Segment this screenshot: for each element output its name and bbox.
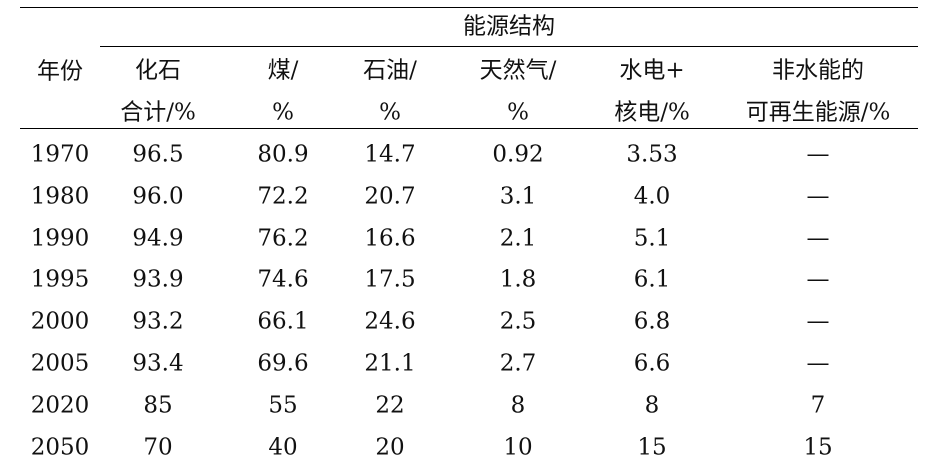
value-cell: 93.4	[132, 350, 184, 377]
column-header: %	[272, 99, 294, 126]
value-cell: 24.6	[364, 308, 416, 335]
column-header: 合计/%	[120, 99, 196, 126]
value-cell: 2.5	[499, 308, 537, 335]
year-cell: 1970	[30, 141, 90, 168]
value-cell: 96.0	[132, 183, 184, 210]
value-cell: 85	[143, 392, 173, 419]
year-cell: 2050	[30, 434, 90, 461]
column-header: 石油/	[363, 57, 417, 84]
column-header: 可再生能源/%	[745, 99, 891, 126]
value-cell: 80.9	[257, 141, 309, 168]
group-rule	[100, 46, 918, 47]
value-cell: —	[806, 225, 830, 252]
column-header: 核电/%	[614, 99, 690, 126]
value-cell: 15	[637, 434, 667, 461]
value-cell: 16.6	[364, 225, 416, 252]
value-cell: —	[806, 308, 830, 335]
value-cell: 2.7	[499, 350, 537, 377]
column-header: 非水能的	[772, 57, 864, 84]
value-cell: 70	[143, 434, 173, 461]
group-header: 能源结构	[463, 13, 555, 40]
column-header: %	[379, 99, 401, 126]
value-cell: 10	[503, 434, 533, 461]
year-cell: 2005	[30, 350, 90, 377]
value-cell: 15	[803, 434, 833, 461]
value-cell: 93.2	[132, 308, 184, 335]
column-header: %	[507, 99, 529, 126]
value-cell: 22	[375, 392, 405, 419]
year-cell: 1980	[30, 183, 90, 210]
value-cell: 40	[268, 434, 298, 461]
value-cell: 21.1	[364, 350, 416, 377]
year-header: 年份	[37, 58, 83, 85]
value-cell: 55	[268, 392, 298, 419]
value-cell: 20.7	[364, 183, 416, 210]
value-cell: —	[806, 350, 830, 377]
year-cell: 1995	[30, 266, 90, 293]
value-cell: 20	[375, 434, 405, 461]
column-header: 煤/	[267, 57, 299, 84]
column-header: 天然气/	[479, 57, 557, 84]
value-cell: 96.5	[132, 141, 184, 168]
value-cell: 4.0	[633, 183, 671, 210]
column-header: 化石	[135, 57, 181, 84]
value-cell: 1.8	[499, 266, 537, 293]
value-cell: 72.2	[257, 183, 309, 210]
value-cell: 6.6	[633, 350, 671, 377]
value-cell: 93.9	[132, 266, 184, 293]
top-rule	[20, 7, 918, 8]
header-rule	[20, 128, 918, 129]
value-cell: 14.7	[364, 141, 416, 168]
value-cell: 8	[510, 392, 526, 419]
value-cell: 0.92	[492, 141, 544, 168]
value-cell: 74.6	[257, 266, 309, 293]
value-cell: —	[806, 183, 830, 210]
value-cell: 3.53	[626, 141, 678, 168]
column-header: 水电+	[619, 57, 685, 84]
value-cell: 5.1	[633, 225, 671, 252]
year-cell: 2000	[30, 308, 90, 335]
value-cell: 76.2	[257, 225, 309, 252]
value-cell: 69.6	[257, 350, 309, 377]
year-cell: 2020	[30, 392, 90, 419]
value-cell: 6.1	[633, 266, 671, 293]
value-cell: 2.1	[499, 225, 537, 252]
value-cell: 17.5	[364, 266, 416, 293]
value-cell: 94.9	[132, 225, 184, 252]
value-cell: 8	[644, 392, 660, 419]
value-cell: 6.8	[633, 308, 671, 335]
year-cell: 1990	[30, 225, 90, 252]
value-cell: 66.1	[257, 308, 309, 335]
value-cell: —	[806, 141, 830, 168]
value-cell: 3.1	[499, 183, 537, 210]
value-cell: 7	[810, 392, 826, 419]
value-cell: —	[806, 266, 830, 293]
